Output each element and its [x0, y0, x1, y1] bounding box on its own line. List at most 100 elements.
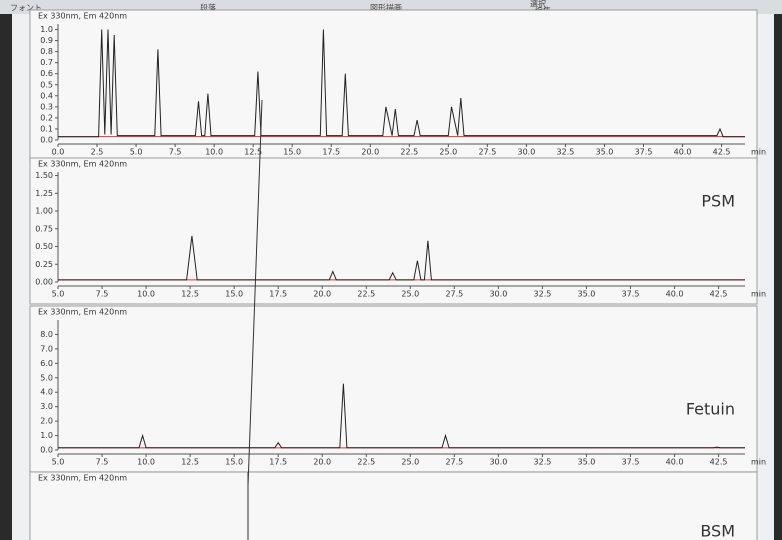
x-tick-label: 32.5: [534, 458, 552, 467]
y-tick-label: 0.25: [35, 260, 53, 269]
panel: [29, 305, 758, 473]
chromatogram-line: [58, 235, 745, 281]
y-tick-label: 1.0: [40, 431, 53, 440]
panel-subtitle: Ex 330nm, Em 420nm: [38, 12, 127, 21]
y-tick-label: 0.7: [40, 58, 53, 67]
y-tick-label: 0.50: [35, 242, 53, 251]
y-tick-label: 3.0: [40, 402, 53, 411]
y-tick-label: 1.00: [35, 207, 53, 216]
y-tick-label: 6.0: [40, 359, 53, 368]
y-tick-label: 5.0: [40, 373, 53, 382]
y-tick-label: 0.75: [35, 224, 53, 233]
x-tick-label: 25.0: [401, 290, 419, 299]
x-tick-label: 10.0: [205, 148, 223, 157]
x-tick-label: 7.5: [96, 290, 109, 299]
x-tick-label: 37.5: [622, 290, 640, 299]
x-tick-label: 32.5: [534, 290, 552, 299]
x-tick-label: 5.0: [130, 148, 143, 157]
y-tick-label: 0.6: [40, 69, 53, 78]
panel-subtitle: Ex 330nm, Em 420nm: [38, 474, 127, 483]
x-tick-label: 10.0: [137, 458, 155, 467]
x-tick-label: 10.0: [137, 290, 155, 299]
x-tick-label: 40.0: [666, 290, 684, 299]
x-tick-label: 20.0: [361, 148, 379, 157]
x-tick-label: 27.5: [445, 458, 463, 467]
x-tick-label: 15.0: [225, 290, 243, 299]
y-tick-label: 0.0: [40, 446, 53, 455]
panel: [29, 471, 758, 540]
x-tick-label: 37.5: [635, 148, 653, 157]
x-tick-label: 42.5: [710, 290, 728, 299]
x-tick-label: 22.5: [357, 458, 375, 467]
x-tick-label: 35.0: [596, 148, 614, 157]
chromatogram-line: [58, 383, 745, 449]
y-tick-label: 7.0: [40, 344, 53, 353]
x-tick-label: 20.0: [313, 290, 331, 299]
x-tick-label: 40.0: [674, 148, 692, 157]
x-tick-label: 17.5: [322, 148, 340, 157]
y-tick-label: 1.0: [40, 25, 53, 34]
panel: [29, 9, 758, 163]
panel-title: PSM: [701, 192, 735, 211]
x-tick-label: 35.0: [578, 290, 596, 299]
x-tick-label: 25.0: [401, 458, 419, 467]
x-tick-label: 0.0: [52, 148, 65, 157]
x-tick-label: 27.5: [445, 290, 463, 299]
x-tick-label: 5.0: [52, 458, 65, 467]
y-tick-label: 0.00: [35, 278, 53, 287]
x-tick-label: 15.0: [283, 148, 301, 157]
x-tick-label: 5.0: [52, 290, 65, 299]
x-tick-label: 27.5: [478, 148, 496, 157]
x-tick-label: 30.0: [489, 458, 507, 467]
x-tick-label: 32.5: [557, 148, 575, 157]
y-tick-label: 0.4: [40, 91, 53, 100]
x-tick-label: 2.5: [91, 148, 104, 157]
toolbar-label: 選択: [530, 0, 546, 9]
x-axis-label: min: [751, 458, 766, 467]
x-tick-label: 12.5: [181, 458, 199, 467]
x-axis-label: min: [751, 290, 766, 299]
x-tick-label: 30.0: [518, 148, 536, 157]
x-axis-label: min: [751, 148, 766, 157]
x-tick-label: 22.5: [400, 148, 418, 157]
x-tick-label: 7.5: [96, 458, 109, 467]
x-tick-label: 42.5: [713, 148, 731, 157]
x-tick-label: 30.0: [489, 290, 507, 299]
panel-subtitle: Ex 330nm, Em 420nm: [38, 160, 127, 169]
y-tick-label: 0.3: [40, 102, 53, 111]
y-tick-label: 1.25: [35, 189, 53, 198]
x-tick-label: 25.0: [439, 148, 457, 157]
y-tick-label: 0.2: [40, 113, 53, 122]
y-tick-label: 0.0: [40, 136, 53, 145]
x-tick-label: 12.5: [244, 148, 262, 157]
x-tick-label: 42.5: [710, 458, 728, 467]
y-tick-label: 0.1: [40, 124, 53, 133]
y-tick-label: 4.0: [40, 388, 53, 397]
y-tick-label: 2.0: [40, 417, 53, 426]
toolbar-label: フォント: [10, 4, 42, 13]
x-tick-label: 12.5: [181, 290, 199, 299]
x-tick-label: 22.5: [357, 290, 375, 299]
x-tick-label: 17.5: [269, 458, 287, 467]
y-tick-label: 1.50: [35, 171, 53, 180]
x-tick-label: 37.5: [622, 458, 640, 467]
x-tick-label: 40.0: [666, 458, 684, 467]
y-tick-label: 0.8: [40, 47, 53, 56]
y-tick-label: 0.9: [40, 36, 53, 45]
panel: [29, 157, 758, 305]
toolbar-label: 段落: [200, 3, 216, 13]
x-tick-label: 15.0: [225, 458, 243, 467]
x-tick-label: 7.5: [169, 148, 182, 157]
cursor: [247, 99, 263, 487]
y-tick-label: 8.0: [40, 330, 53, 339]
panel-title: Fetuin: [686, 400, 735, 419]
x-tick-label: 17.5: [269, 290, 287, 299]
toolbar-label: 図形描画: [370, 3, 402, 13]
panel-title: BSM: [700, 522, 735, 540]
y-tick-label: 0.5: [40, 80, 53, 89]
chromatogram-line: [58, 29, 745, 138]
x-tick-label: 20.0: [313, 458, 331, 467]
panel-subtitle: Ex 330nm, Em 420nm: [38, 308, 127, 317]
